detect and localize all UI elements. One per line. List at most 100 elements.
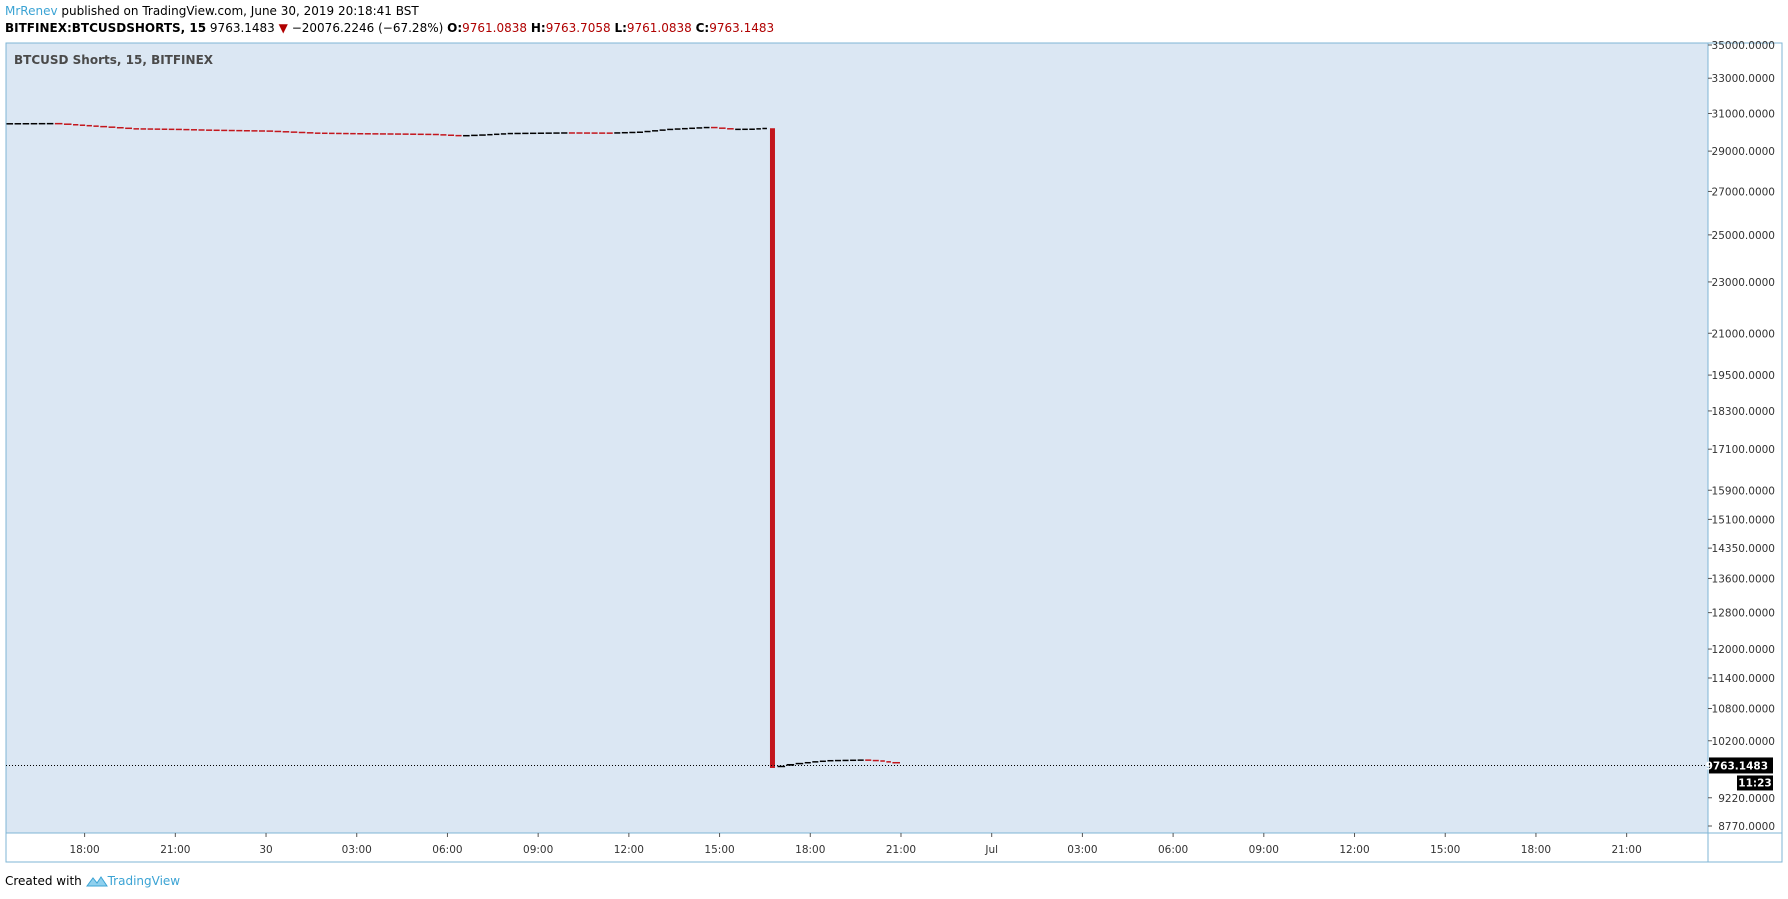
candle: [719, 127, 726, 129]
candle: [306, 132, 314, 134]
candle: [6, 123, 14, 125]
candle: [236, 129, 243, 132]
chart-header: MrRenev published on TradingView.com, Ju…: [5, 3, 774, 36]
y-tick-label: 9220.0000: [1718, 793, 1775, 805]
candle: [140, 128, 147, 130]
candle: [872, 759, 879, 762]
y-tick-label: 12000.0000: [1712, 644, 1775, 656]
y-tick-label: 17100.0000: [1712, 444, 1775, 456]
candle: [73, 124, 79, 126]
countdown-tag: [1737, 775, 1773, 791]
y-tick-label: 10800.0000: [1712, 704, 1775, 716]
candle: [447, 134, 455, 137]
candle: [886, 761, 891, 763]
candle: [93, 125, 99, 127]
y-tick-label: 31000.0000: [1712, 108, 1775, 120]
candle: [812, 761, 819, 763]
candle: [568, 132, 575, 134]
candle: [786, 763, 795, 766]
candle: [425, 133, 432, 136]
candle: [644, 130, 651, 133]
candle: [198, 129, 205, 131]
candle: [471, 134, 478, 137]
candle: [537, 132, 545, 134]
candle: [357, 132, 364, 135]
candle: [850, 759, 857, 762]
y-tick-label: 10200.0000: [1712, 736, 1775, 748]
candle: [100, 125, 108, 128]
candle: [522, 132, 529, 135]
x-tick-label: 09:00: [523, 844, 553, 856]
x-tick-label: 03:00: [1067, 844, 1097, 856]
symbol-label: BITFINEX:BTCUSDSHORTS, 15: [5, 21, 207, 35]
candle: [777, 765, 786, 768]
candle: [183, 128, 190, 131]
close-value: 9763.1483: [709, 21, 775, 35]
x-tick-label: 12:00: [1339, 844, 1369, 856]
y-tick-label: 12800.0000: [1712, 608, 1775, 620]
candle: [22, 122, 30, 125]
price-chart[interactable]: BTCUSD Shorts, 15, BITFINEX 8770.0000 9220…: [0, 0, 1788, 870]
candle: [329, 132, 335, 135]
candle: [213, 129, 220, 132]
candle: [79, 124, 86, 126]
x-tick-label: 09:00: [1249, 844, 1279, 856]
candle: [258, 130, 266, 132]
x-tick-label: 15:00: [1430, 844, 1460, 856]
candle: [667, 128, 674, 131]
last-price: 9763.1483: [209, 21, 275, 35]
candle: [350, 132, 356, 135]
candle: [190, 129, 197, 131]
x-tick-label: 21:00: [886, 844, 916, 856]
y-tick-label: 14350.0000: [1712, 543, 1775, 555]
candle: [479, 134, 486, 136]
candle: [500, 133, 507, 135]
tradingview-link[interactable]: TradingView: [107, 874, 181, 888]
time-axis: [5, 832, 1709, 863]
x-tick-label: Jul: [984, 844, 998, 856]
candle: [38, 122, 46, 125]
x-tick-label: 18:00: [69, 844, 99, 856]
candle: [756, 128, 761, 130]
candle: [507, 132, 513, 135]
candle: [168, 128, 175, 131]
candle: [455, 134, 462, 137]
candle: [243, 130, 250, 132]
candle: [703, 126, 710, 129]
candle: [314, 132, 321, 134]
candle: [30, 122, 38, 125]
candle: [561, 132, 568, 134]
candle: [621, 131, 628, 134]
y-tick-label: 25000.0000: [1712, 230, 1775, 242]
candle: [696, 127, 703, 129]
candle: [674, 128, 681, 130]
author-link[interactable]: MrRenev: [5, 4, 58, 18]
candle: [584, 132, 591, 134]
candle: [228, 129, 235, 132]
y-tick-label: 23000.0000: [1712, 277, 1775, 289]
candle: [364, 133, 371, 135]
candle: [880, 760, 885, 762]
candle: [795, 762, 804, 765]
candle: [147, 128, 154, 130]
chart-title: BTCUSD Shorts, 15, BITFINEX: [14, 53, 214, 67]
candle: [116, 126, 124, 129]
candle: [410, 133, 417, 135]
candle: [125, 127, 132, 130]
candle: [606, 132, 613, 134]
tradingview-logo-icon: [85, 876, 108, 887]
candle: [175, 128, 182, 131]
candle: [762, 127, 767, 130]
candle: [266, 130, 274, 132]
drop-candle: [769, 128, 775, 768]
candle: [432, 133, 439, 136]
x-tick-label: 30: [259, 844, 272, 856]
candle: [63, 123, 72, 125]
low-value: 9761.0838: [626, 21, 692, 35]
candle: [681, 127, 688, 130]
y-tick-label: 33000.0000: [1712, 73, 1775, 85]
candle: [652, 130, 659, 132]
candle: [487, 133, 493, 136]
candle: [530, 132, 537, 135]
low-label: L:: [614, 21, 627, 35]
